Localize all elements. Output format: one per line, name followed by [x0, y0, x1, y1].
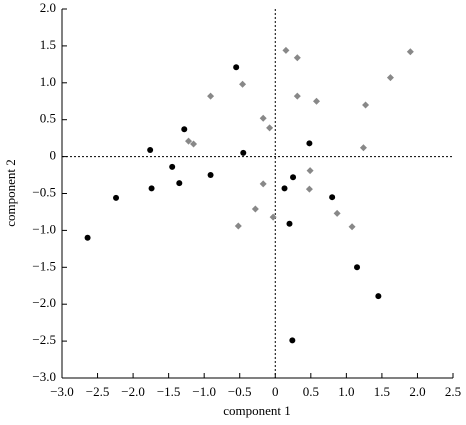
- y-tick-label: −2.0: [32, 295, 56, 310]
- point: [169, 163, 176, 170]
- point: [354, 264, 361, 271]
- point: [84, 234, 91, 241]
- point: [289, 337, 296, 344]
- point: [240, 149, 247, 156]
- point: [190, 140, 198, 148]
- x-axis-label: component 1: [223, 403, 291, 418]
- point: [313, 97, 321, 105]
- y-tick-label: 1.0: [40, 74, 56, 89]
- point: [306, 167, 314, 175]
- point: [239, 80, 247, 88]
- point: [406, 48, 414, 56]
- y-tick-label: 2.0: [40, 0, 56, 15]
- point: [293, 92, 301, 100]
- x-tick-label: −3.0: [50, 384, 74, 399]
- point: [266, 124, 274, 132]
- point: [113, 194, 120, 201]
- x-tick-label: 1.5: [374, 384, 390, 399]
- point: [148, 185, 155, 192]
- point: [185, 137, 193, 145]
- point: [269, 213, 277, 221]
- x-tick-label: −2.0: [121, 384, 145, 399]
- point: [306, 140, 313, 147]
- x-tick-label: 0: [272, 384, 279, 399]
- y-tick-label: 0: [50, 148, 57, 163]
- point: [362, 101, 370, 109]
- point: [147, 146, 154, 153]
- y-tick-label: −1.0: [32, 221, 56, 236]
- y-tick-label: 1.5: [40, 37, 56, 52]
- point: [176, 180, 183, 187]
- y-tick-label: −0.5: [32, 184, 56, 199]
- x-tick-label: 1.0: [338, 384, 354, 399]
- x-tick-label: −1.0: [192, 384, 216, 399]
- point: [293, 54, 301, 62]
- point: [290, 174, 297, 181]
- y-tick-label: −3.0: [32, 369, 56, 384]
- x-tick-label: −0.5: [228, 384, 252, 399]
- y-tick-label: −2.5: [32, 332, 56, 347]
- y-tick-label: 0.5: [40, 111, 56, 126]
- point: [251, 205, 259, 213]
- x-tick-label: 2.5: [445, 384, 461, 399]
- point: [234, 222, 242, 230]
- point: [375, 293, 382, 300]
- point: [207, 172, 214, 179]
- point: [329, 194, 336, 201]
- point: [259, 180, 267, 188]
- point: [181, 126, 188, 133]
- point: [259, 114, 267, 122]
- point: [281, 185, 288, 192]
- point: [386, 74, 394, 82]
- point: [359, 144, 367, 152]
- point: [333, 209, 341, 217]
- y-axis-label: component 2: [3, 159, 18, 227]
- x-tick-label: −1.5: [157, 384, 181, 399]
- x-tick-label: −2.5: [86, 384, 110, 399]
- point: [286, 220, 293, 227]
- point: [348, 223, 356, 231]
- point: [207, 92, 215, 100]
- x-tick-label: 2.0: [409, 384, 425, 399]
- point: [282, 46, 290, 54]
- y-tick-label: −1.5: [32, 258, 56, 273]
- x-tick-label: 0.5: [303, 384, 319, 399]
- point: [305, 185, 313, 193]
- point: [233, 64, 240, 71]
